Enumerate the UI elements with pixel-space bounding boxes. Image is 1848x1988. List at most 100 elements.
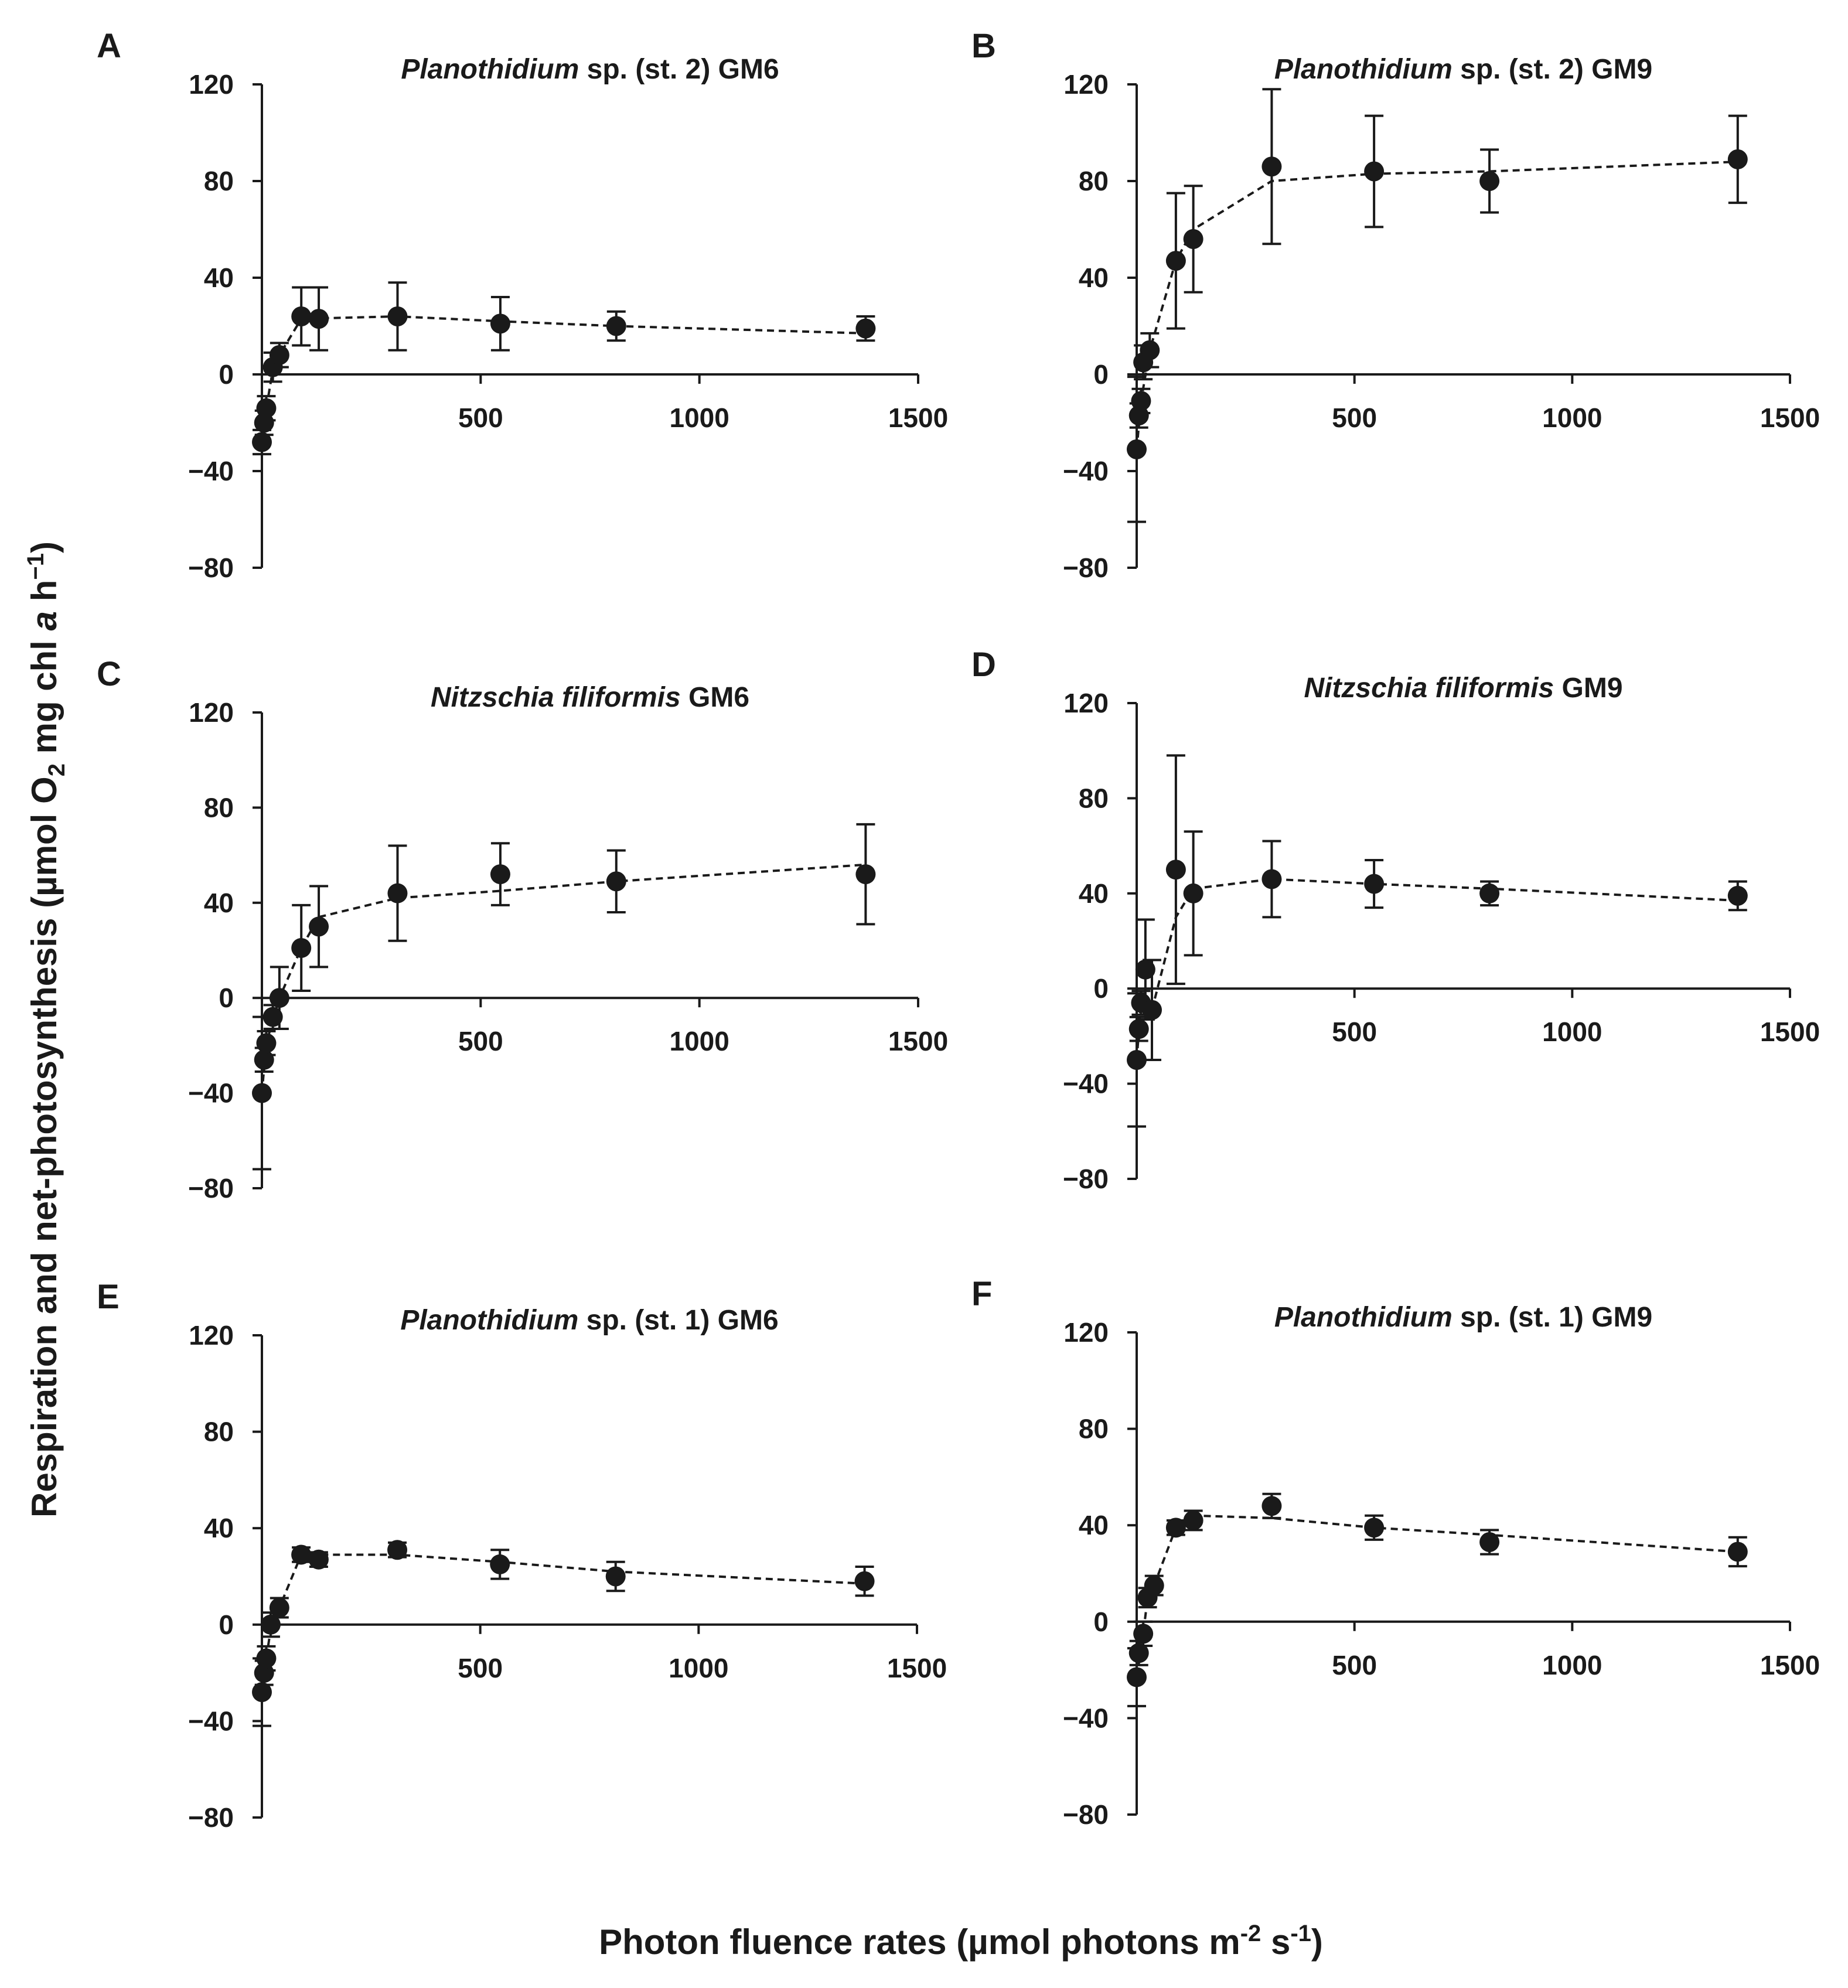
data-point: [309, 916, 329, 937]
x-tick-label: 1000: [1542, 1017, 1602, 1047]
panel-c-fit-line: [261, 863, 866, 1093]
data-point: [606, 316, 626, 336]
data-point: [606, 871, 626, 892]
data-point: [1479, 1532, 1500, 1553]
chart-panel-c: C Nitzschia filiformis GM6 120 80 40 0 −40 −80 5…: [97, 655, 948, 1203]
y-tick-label: 40: [1079, 878, 1109, 909]
y-tick-label: −40: [1063, 1703, 1109, 1733]
y-tick-label: −80: [1063, 1799, 1109, 1830]
y-tick-label: 40: [1079, 1510, 1109, 1540]
y-tick-label: 40: [204, 1513, 234, 1543]
y-tick-label: 120: [189, 697, 234, 728]
x-tick-label: 1000: [669, 1653, 728, 1683]
data-point: [490, 1554, 510, 1574]
panel-e-letter: E: [97, 1278, 120, 1316]
panel-f-letter: F: [971, 1275, 992, 1313]
data-point: [854, 1571, 875, 1591]
data-point: [1135, 959, 1155, 980]
data-point: [308, 1549, 329, 1570]
y-tick-label: 120: [189, 69, 234, 100]
data-point: [1142, 1000, 1162, 1020]
x-tick-label: 1500: [887, 1653, 947, 1683]
data-point: [1165, 860, 1186, 880]
data-point: [256, 1648, 277, 1669]
x-tick-label: 500: [458, 1653, 503, 1683]
data-point: [1727, 149, 1748, 169]
data-point: [1364, 874, 1385, 894]
data-point: [1165, 1518, 1186, 1538]
chart-panel-d: D Nitzschia filiformis GM9 120 80 40 0 −40 −80 5…: [971, 646, 1820, 1194]
x-tick-label: 1000: [1542, 403, 1602, 433]
data-point: [291, 306, 312, 326]
y-tick-label: 80: [1079, 166, 1109, 196]
y-tick-label: 0: [1093, 973, 1109, 1004]
x-tick-label: 1000: [669, 1026, 729, 1056]
panel-d-title: Nitzschia filiformis GM9: [1304, 673, 1622, 704]
panel-f-title: Planothidium sp. (st. 1) GM9: [1274, 1302, 1652, 1333]
data-point: [855, 864, 876, 885]
panel-a-title: Planothidium sp. (st. 2) GM6: [401, 54, 779, 85]
data-point: [1727, 1542, 1748, 1562]
y-tick-label: 120: [1063, 688, 1109, 718]
x-tick-label: 500: [1332, 403, 1377, 433]
y-tick-label: 0: [1093, 359, 1109, 390]
y-tick-label: 80: [204, 792, 234, 823]
y-tick-label: 120: [1063, 69, 1109, 100]
y-tick-label: 80: [204, 1417, 234, 1447]
panel-c-title: Nitzschia filiformis GM6: [431, 682, 749, 713]
x-tick-label: 1000: [669, 403, 729, 433]
y-tick-label: 80: [204, 166, 234, 196]
data-point: [269, 345, 289, 365]
y-tick-label: −40: [1063, 456, 1109, 486]
y-tick-label: 40: [204, 888, 234, 918]
x-tick-label: 500: [458, 403, 503, 433]
data-point: [260, 1614, 281, 1635]
data-point: [1140, 340, 1160, 360]
x-tick-label: 500: [1332, 1650, 1377, 1680]
chart-panel-f: F Planothidium sp. (st. 1) GM9 120 80 40 0 −40…: [971, 1275, 1820, 1830]
y-tick-label: 0: [219, 359, 234, 390]
data-point: [252, 1682, 272, 1703]
data-point: [1727, 885, 1748, 906]
data-point: [1479, 171, 1500, 191]
y-tick-label: −80: [1063, 1164, 1109, 1194]
panel-b-letter: B: [971, 27, 996, 65]
data-point: [252, 432, 272, 452]
data-point: [1128, 1643, 1149, 1663]
y-tick-label: −40: [188, 456, 234, 486]
data-point: [1183, 229, 1203, 249]
data-point: [291, 937, 312, 958]
y-tick-label: −80: [188, 553, 234, 583]
panel-d-fit-line: [1136, 878, 1738, 1061]
y-tick-label: 120: [1063, 1317, 1109, 1348]
data-point: [291, 1544, 312, 1565]
panel-e-title: Planothidium sp. (st. 1) GM6: [400, 1305, 778, 1336]
panels: A Planothidium sp. (st. 2) GM6 120 80 40 0 −40…: [97, 27, 1820, 1833]
data-point: [1165, 251, 1186, 271]
data-point: [1261, 156, 1282, 177]
data-point: [1144, 1576, 1164, 1596]
y-tick-label: −40: [188, 1078, 234, 1109]
data-point: [387, 883, 408, 903]
y-tick-label: −80: [188, 1802, 234, 1833]
y-tick-label: 40: [204, 262, 234, 293]
panel-b-fit-line: [1136, 161, 1738, 450]
data-point: [387, 1540, 408, 1560]
panel-a-letter: A: [97, 27, 121, 65]
data-point: [1133, 1624, 1154, 1644]
x-tick-label: 500: [458, 1026, 503, 1056]
data-point: [1127, 439, 1147, 459]
x-tick-label: 1500: [1760, 1017, 1820, 1047]
data-point: [387, 306, 408, 326]
data-point: [490, 313, 510, 334]
chart-panel-b: B Planothidium sp. (st. 2) GM9 120 80 40 0 −40…: [971, 27, 1820, 583]
data-point: [605, 1566, 626, 1587]
data-point: [269, 988, 289, 1008]
x-tick-label: 1500: [888, 1026, 948, 1056]
x-axis-title: Photon fluence rates (µmol photons m-2 s…: [599, 1921, 1323, 1962]
panel-b-title: Planothidium sp. (st. 2) GM9: [1274, 54, 1652, 85]
panel-a-fit-line: [261, 315, 866, 442]
panel-e-fit-line: [261, 1553, 865, 1693]
x-tick-label: 1500: [888, 403, 948, 433]
y-tick-label: −80: [188, 1173, 234, 1203]
